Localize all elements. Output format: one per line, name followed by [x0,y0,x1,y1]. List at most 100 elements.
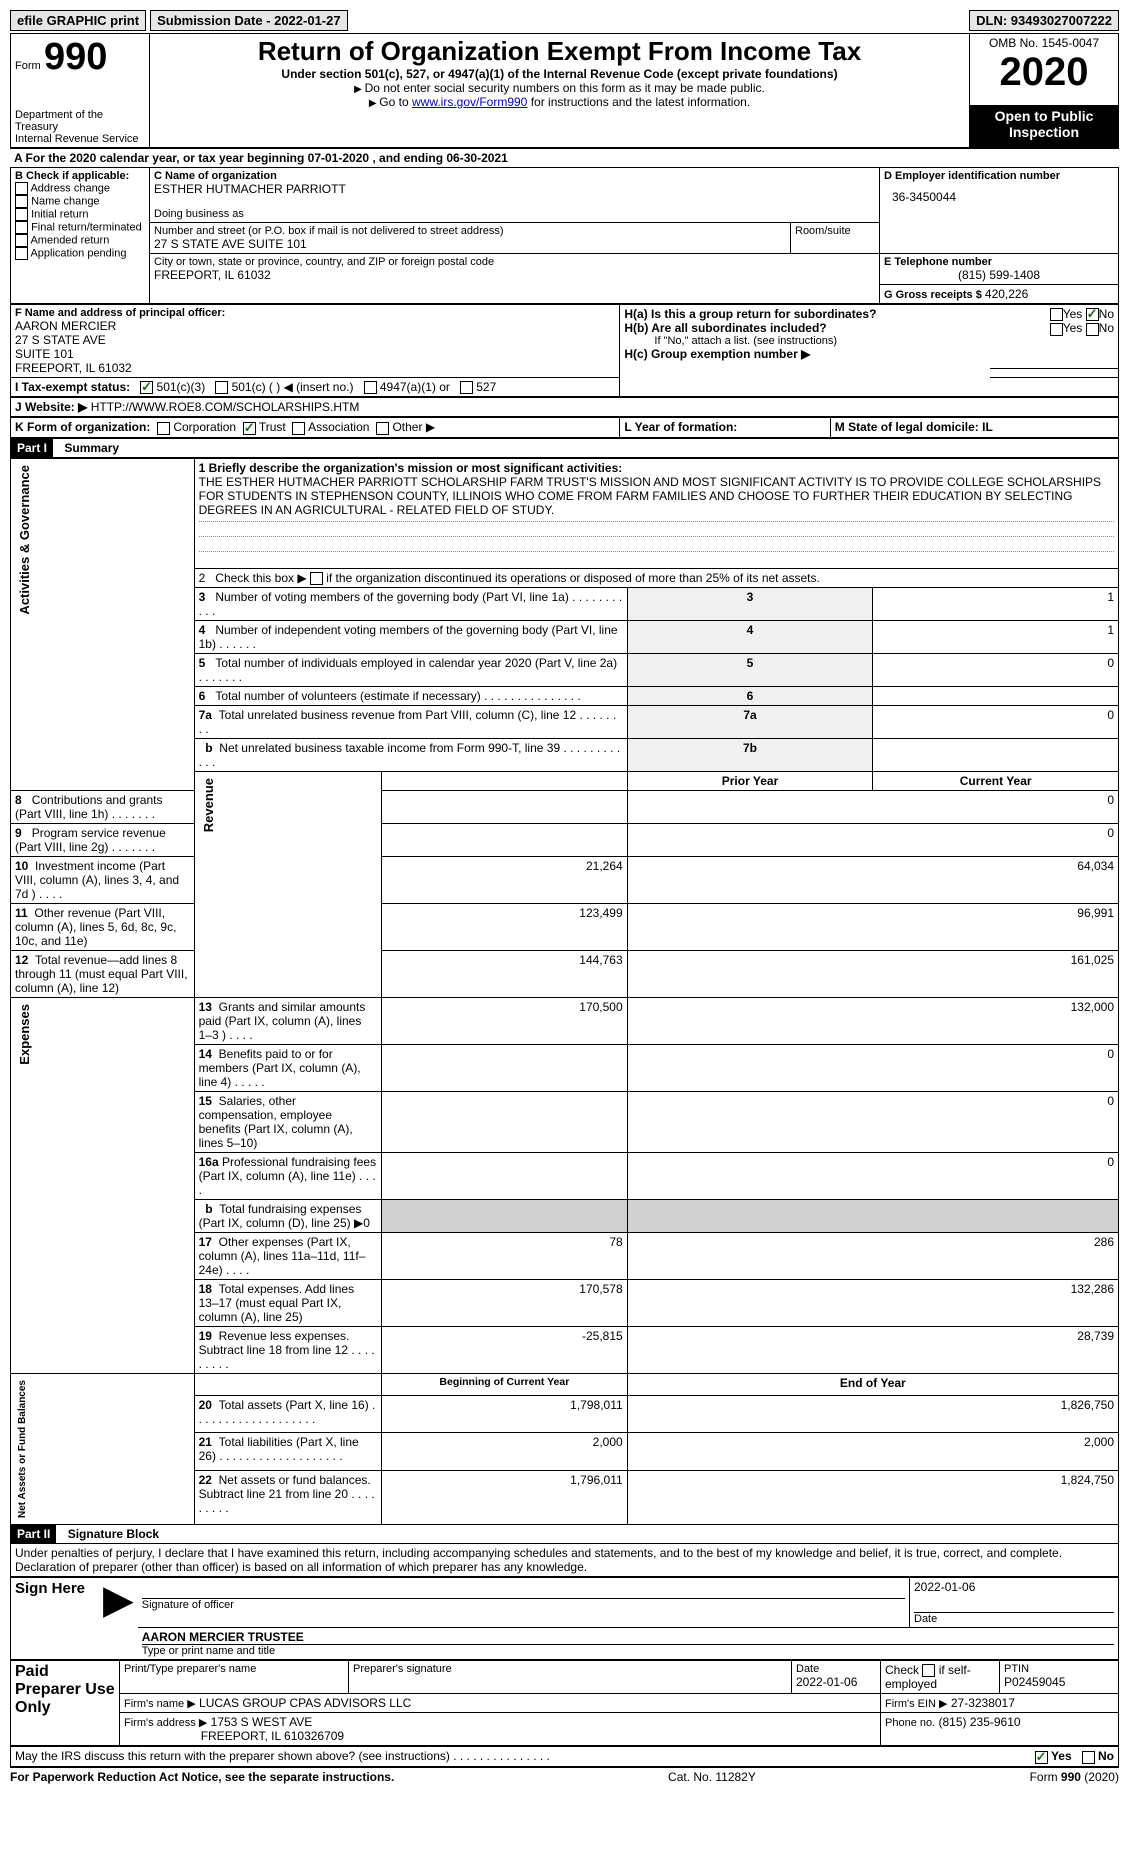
l20-c: 1,826,750 [627,1395,1118,1433]
officer-addr1: 27 S STATE AVE [15,333,615,347]
col-current: Current Year [873,771,1119,790]
hb-no: No [1099,321,1114,335]
cb-ha-no[interactable] [1086,308,1099,321]
cb-hb-yes[interactable] [1050,323,1063,336]
firm-name-label: Firm's name ▶ [124,1698,196,1710]
form-title: Return of Organization Exempt From Incom… [154,36,965,67]
l13-text: Grants and similar amounts paid (Part IX… [199,1000,366,1042]
discuss-no: No [1098,1749,1114,1763]
l16b-c [627,1199,1118,1232]
l19-c: 28,739 [627,1326,1118,1373]
website-row: J Website: ▶ HTTP://WWW.ROE8.COM/SCHOLAR… [10,397,1119,417]
cb-name-change[interactable] [15,195,28,208]
hb-label: H(b) Are all subordinates included? [624,321,826,335]
room-label: Room/suite [795,225,875,237]
cb-self-employed[interactable] [922,1664,935,1677]
cb-address-change[interactable] [15,182,28,195]
form-org-row: K Form of organization: Corporation Trus… [10,417,1119,437]
l9-text: Program service revenue (Part VIII, line… [15,826,166,854]
lbl-amended: Amended return [30,234,109,246]
note-ssn: Do not enter social security numbers on … [154,81,965,95]
cb-corp[interactable] [157,422,170,435]
ptin-label: PTIN [1004,1663,1114,1675]
l18-p: 170,578 [382,1279,628,1326]
cb-discuss-no[interactable] [1082,1751,1095,1764]
cb-hb-no[interactable] [1086,323,1099,336]
l8-p [382,790,628,823]
gross-receipts: 420,226 [985,287,1028,301]
l20-text: Total assets (Part X, line 16) [219,1398,369,1412]
l12-text: Total revenue—add lines 8 through 11 (mu… [15,953,188,995]
l4-text: Number of independent voting members of … [199,623,618,651]
dept-treasury: Department of the Treasury [15,109,145,133]
preparer-table: Paid Preparer Use Only Print/Type prepar… [10,1660,1119,1746]
l21-p: 2,000 [382,1433,628,1471]
l19-text: Revenue less expenses. Subtract line 18 … [199,1329,350,1357]
l20-p: 1,798,011 [382,1395,628,1433]
part2-title: Signature Block [60,1527,159,1541]
hb-yes: Yes [1063,321,1083,335]
lbl-final-return: Final return/terminated [31,221,142,233]
l2-text: 2 Check this box ▶ if the organization d… [199,571,820,585]
l4-val: 1 [873,620,1119,653]
l6-text: Total number of volunteers (estimate if … [215,689,480,703]
lbl-4947: 4947(a)(1) or [380,380,450,394]
entity-info-table: B Check if applicable: Address change Na… [10,167,1119,304]
l11-text: Other revenue (Part VIII, column (A), li… [15,906,176,948]
l18-c: 132,286 [627,1279,1118,1326]
part1-header: Part I [11,439,53,457]
cb-assoc[interactable] [292,422,305,435]
cb-initial-return[interactable] [15,208,28,221]
sig-date: 2022-01-06 [914,1580,1114,1594]
l3-val: 1 [873,587,1119,620]
cb-527[interactable] [460,381,473,394]
cb-discuss-yes[interactable] [1035,1751,1048,1764]
l13-c: 132,000 [627,997,1118,1044]
firm-addr2: FREEPORT, IL 610326709 [201,1729,344,1743]
signature-table: Sign Here ▶ Signature of officer 2022-01… [10,1577,1119,1660]
cb-trust[interactable] [243,422,256,435]
l15-p [382,1091,628,1152]
cb-ha-yes[interactable] [1050,308,1063,321]
box-b-heading: B Check if applicable: [15,170,145,182]
l14-p [382,1044,628,1091]
lbl-527: 527 [476,380,496,394]
cb-4947[interactable] [364,381,377,394]
col-end: End of Year [627,1373,1118,1395]
l7a-box: 7a [627,705,873,738]
dba-label: Doing business as [154,208,875,220]
city-label: City or town, state or province, country… [154,256,875,268]
l22-text: Net assets or fund balances. Subtract li… [199,1473,371,1501]
cb-final-return[interactable] [15,221,28,234]
lbl-application: Application pending [30,247,126,259]
irs-label: Internal Revenue Service [15,133,145,145]
l14-text: Benefits paid to or for members (Part IX… [199,1047,361,1089]
cb-501c[interactable] [215,381,228,394]
l7b-box: 7b [627,738,873,771]
paid-preparer-label: Paid Preparer Use Only [15,1663,115,1717]
prep-sig-label: Preparer's signature [353,1663,787,1675]
officer-addr2: SUITE 101 [15,347,615,361]
l11-c: 96,991 [627,903,1118,950]
cb-other[interactable] [376,422,389,435]
cb-discontinued[interactable] [310,572,323,585]
irs-link[interactable]: www.irs.gov/Form990 [412,95,527,109]
omb-number: OMB No. 1545-0047 [974,36,1114,50]
l14-c: 0 [627,1044,1118,1091]
org-name: ESTHER HUTMACHER PARRIOTT [154,182,875,196]
lbl-501c: 501(c) ( ) ◀ (insert no.) [232,380,354,394]
box-l-label: L Year of formation: [624,420,737,434]
officer-group-table: F Name and address of principal officer:… [10,304,1119,397]
note-goto-pre: Go to [369,95,412,109]
officer-addr3: FREEPORT, IL 61032 [15,361,615,375]
box-d-label: D Employer identification number [884,170,1114,182]
box-c-label: C Name of organization [154,170,875,182]
l21-c: 2,000 [627,1433,1118,1471]
ha-label: H(a) Is this a group return for subordin… [624,307,876,321]
ha-no: No [1099,307,1114,321]
cb-amended[interactable] [15,234,28,247]
efile-label: efile GRAPHIC print [10,10,146,31]
cb-application[interactable] [15,247,28,260]
form-word: Form [15,60,41,72]
cb-501c3[interactable] [140,381,153,394]
